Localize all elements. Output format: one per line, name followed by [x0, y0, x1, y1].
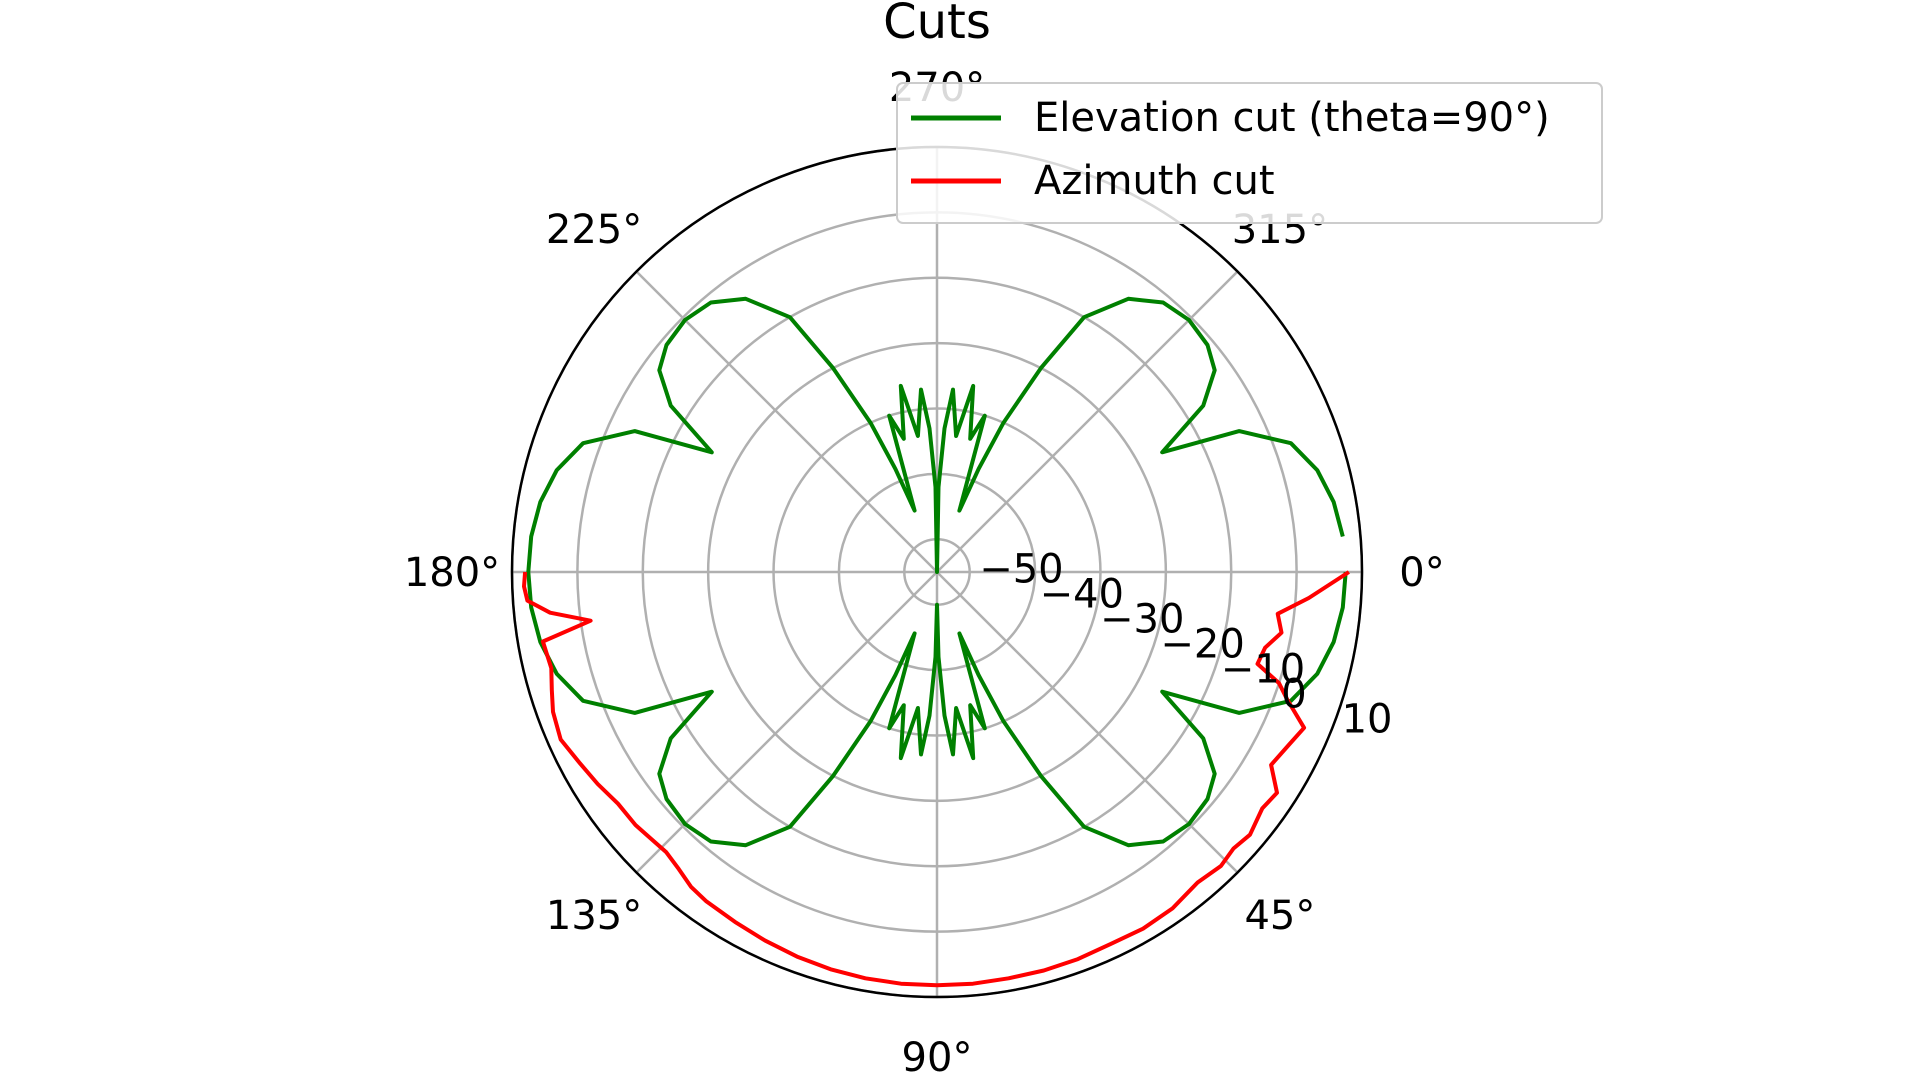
series-line-1 — [522, 570, 1350, 988]
angular-tick-label: 135° — [546, 893, 642, 939]
angular-gridline-3 — [635, 571, 938, 874]
series-layer — [522, 296, 1350, 988]
angular-tick-label: 180° — [404, 550, 500, 596]
radial-tick-labels: −50−40−30−20−100 10 — [979, 547, 1392, 743]
angular-gridline-7 — [936, 270, 1239, 573]
legend-box — [896, 82, 1603, 224]
legend: Elevation cut (theta=90°) Azimuth cut — [896, 82, 1603, 224]
radial-tick-label: −20 — [1160, 622, 1244, 668]
legend-label-azimuth-cut: Azimuth cut — [1034, 158, 1275, 204]
radial-tick-label: 0 — [1281, 672, 1306, 718]
series-line-0 — [526, 296, 1348, 848]
angular-tick-label: 45° — [1244, 893, 1315, 939]
angular-gridline-1 — [936, 571, 1239, 874]
chart-title: Cuts — [883, 0, 991, 50]
legend-label-elevation-cut: Elevation cut (theta=90°) — [1034, 95, 1550, 141]
angular-gridline-5 — [635, 270, 938, 573]
polar-grid — [510, 145, 1364, 999]
angular-tick-label: 90° — [902, 1035, 973, 1080]
radial-tick-label: −10 — [1221, 647, 1305, 693]
radial-tick-label: 10 — [1342, 697, 1393, 743]
radial-tick-label: −50 — [979, 547, 1063, 593]
angular-tick-label: 0° — [1399, 550, 1444, 596]
angular-tick-label: 225° — [546, 207, 642, 253]
radial-tick-label: −30 — [1100, 597, 1184, 643]
radial-tick-label: −40 — [1040, 572, 1124, 618]
